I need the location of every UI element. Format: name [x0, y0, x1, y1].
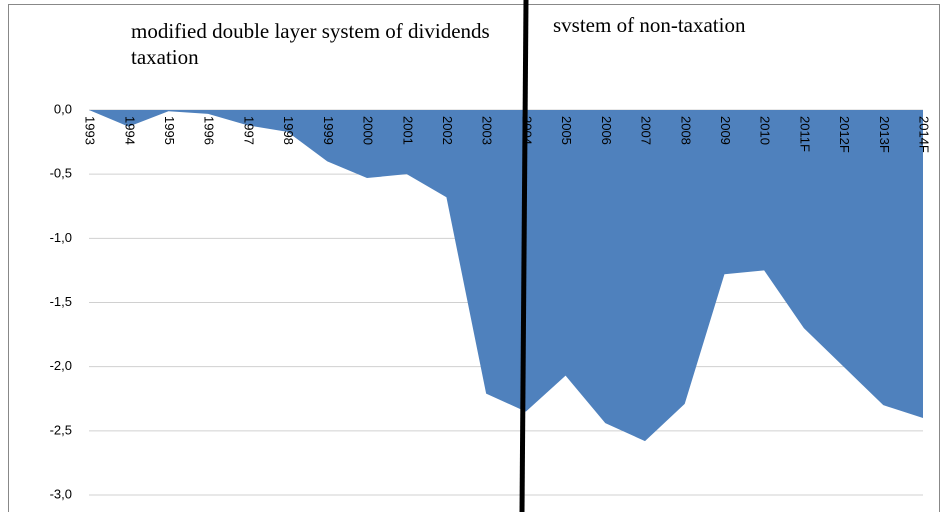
x-tick-label: 2002 [440, 116, 455, 145]
x-tick-label: 2000 [361, 116, 376, 145]
x-tick-label: 2001 [400, 116, 415, 145]
x-tick-label: 1995 [162, 116, 177, 145]
y-tick-label: -1,0 [50, 230, 72, 245]
x-tick-label: 2013F [877, 116, 892, 153]
x-tick-label: 2003 [480, 116, 495, 145]
x-tick-label: 1997 [241, 116, 256, 145]
x-tick-label: 2006 [599, 116, 614, 145]
y-tick-label: 0,0 [54, 101, 72, 116]
x-tick-label: 2007 [639, 116, 654, 145]
y-tick-label: -0,5 [50, 166, 72, 181]
x-tick-label: 2014F [917, 116, 932, 153]
x-tick-label: 2005 [559, 116, 574, 145]
x-tick-label: 1993 [83, 116, 98, 145]
annotation: svstem of non-taxation [553, 13, 746, 37]
x-tick-label: 1999 [321, 116, 336, 145]
annotation: modified double layer system of dividend… [131, 19, 490, 69]
y-tick-label: -3,0 [50, 486, 72, 501]
area [89, 110, 923, 442]
x-tick-label: 2008 [678, 116, 693, 145]
x-tick-label: 1996 [202, 116, 217, 145]
y-tick-label: -2,5 [50, 422, 72, 437]
x-tick-label: 2012F [837, 116, 852, 153]
x-tick-label: 1998 [281, 116, 296, 145]
x-tick-label: 2010 [758, 116, 773, 145]
y-tick-label: -1,5 [50, 294, 72, 309]
chart-border [8, 4, 940, 512]
x-tick-label: 2009 [718, 116, 733, 145]
x-tick-label: 1994 [122, 116, 137, 145]
y-tick-label: -2,0 [50, 358, 72, 373]
x-tick-label: 2011F [797, 116, 812, 152]
divider-line [519, 0, 529, 512]
plot: 1993 1994 1995 1996 1997 1998 1999 2000 2001 2002… [83, 110, 932, 442]
